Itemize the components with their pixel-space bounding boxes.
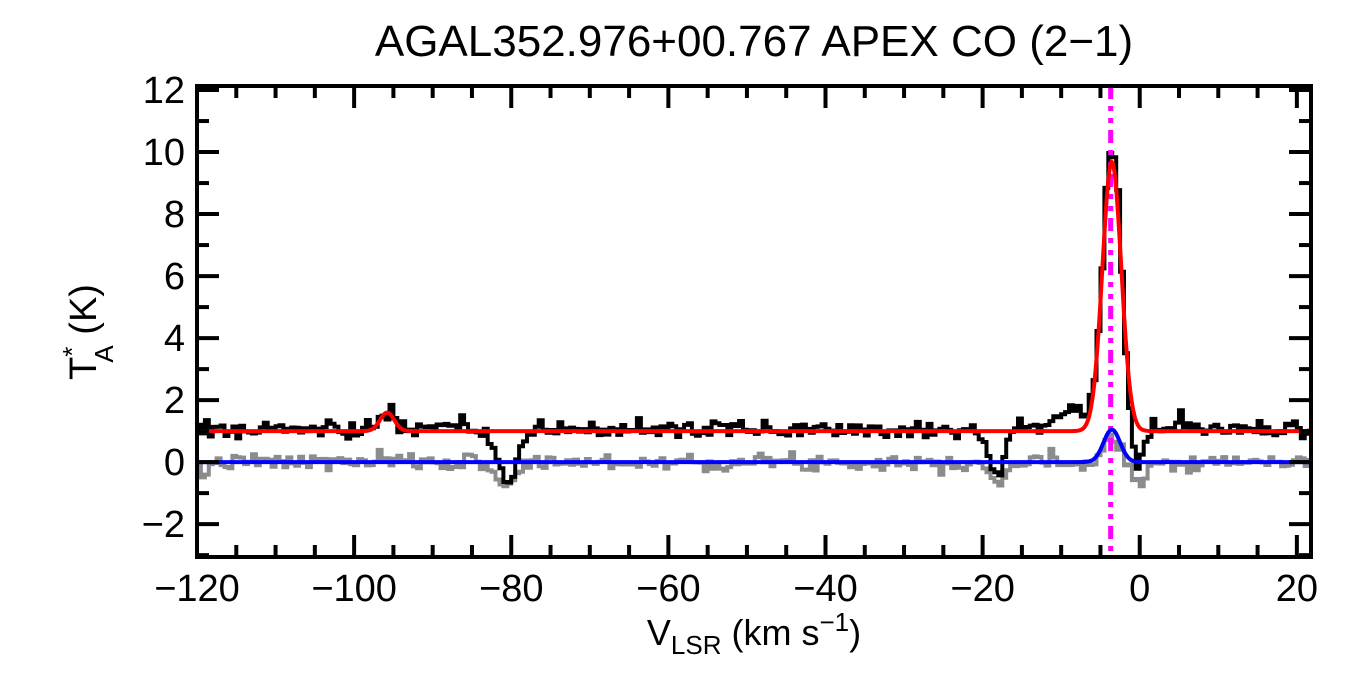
x-tick-label: −100 — [311, 568, 397, 610]
y-tick-label: 0 — [164, 442, 185, 484]
x-tick-label: 0 — [1129, 568, 1150, 610]
series-layer — [197, 86, 1311, 557]
x-tick-label: −20 — [950, 568, 1014, 610]
xlabel-main: V — [647, 612, 671, 653]
plot-frame — [195, 84, 1313, 559]
y-tick-label: 12 — [143, 70, 185, 112]
y-axis-label: T*A (K) — [57, 284, 119, 380]
ylabel-end: (K) — [63, 284, 105, 345]
x-tick-label: −80 — [479, 568, 543, 610]
x-tick-label: −40 — [793, 568, 857, 610]
ylabel-main: T — [63, 357, 105, 380]
gaussian-fit-curve — [197, 159, 1311, 434]
y-tick-label: 8 — [164, 194, 185, 236]
ylabel-superscript: * — [57, 347, 87, 357]
chart-title: AGAL352.976+00.767 APEX CO (2−1) — [375, 17, 1133, 66]
y-tick-label: 6 — [164, 256, 185, 298]
xlabel-mid: (km s — [721, 612, 819, 653]
xlabel-subscript: LSR — [671, 630, 722, 660]
y-tick-label: 4 — [164, 318, 185, 360]
x-tick-label: −120 — [154, 568, 240, 610]
x-axis-label: VLSR (km s−1) — [647, 607, 861, 660]
x-tick-label: 20 — [1276, 568, 1318, 610]
xlabel-end: ) — [849, 612, 861, 653]
y-tick-label: −2 — [142, 504, 185, 546]
y-tick-label: 2 — [164, 380, 185, 422]
xlabel-superscript: −1 — [819, 607, 849, 637]
x-tick-label: −60 — [636, 568, 700, 610]
fit-component-curve — [197, 427, 1311, 465]
axes-layer — [195, 84, 1313, 559]
ylabel-subscript: A — [89, 345, 119, 363]
y-tick-label: 10 — [143, 132, 185, 174]
